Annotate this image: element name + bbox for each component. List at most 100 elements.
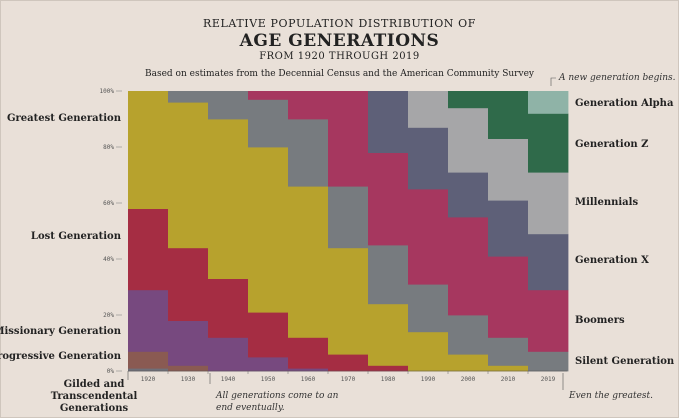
chart-bands xyxy=(128,91,569,372)
band-missionary-generation-1920 xyxy=(128,289,169,352)
label-lost-generation: Lost Generation xyxy=(31,231,122,242)
x-tick-2010: 2010 xyxy=(501,376,516,383)
new-generation-leader xyxy=(550,77,556,86)
band-generation-x-2019 xyxy=(528,233,569,291)
label-generation-z: Generation Z xyxy=(575,139,648,150)
band-lost-generation-1960 xyxy=(288,337,329,369)
band-boomers-1990 xyxy=(408,189,449,285)
label-boomers: Boomers xyxy=(575,315,625,326)
x-tick-1930: 1930 xyxy=(181,376,196,383)
band-silent-generation-1970 xyxy=(328,186,369,249)
band-gilded-and-transcendental-generations-1920 xyxy=(128,368,169,372)
band-greatest-generation-2000 xyxy=(448,354,489,372)
band-boomers-2019 xyxy=(528,289,569,352)
band-progressive-generation-1920 xyxy=(128,351,169,369)
band-millennials-1990 xyxy=(408,91,449,128)
label-missionary-generation: Missionary Generation xyxy=(0,326,122,337)
x-tick-1970: 1970 xyxy=(341,376,356,383)
band-generation-x-2010 xyxy=(488,200,529,257)
band-boomers-1970 xyxy=(328,91,369,187)
band-progressive-generation-1930 xyxy=(168,365,209,372)
y-tick-40pct: 40% xyxy=(103,256,114,263)
band-generation-x-1980 xyxy=(368,91,409,153)
label-millennials: Millennials xyxy=(575,197,638,208)
band-silent-generation-1940 xyxy=(208,91,249,120)
band-generation-z-2010 xyxy=(488,91,529,139)
band-greatest-generation-2010 xyxy=(488,365,529,372)
label-progressive-generation: Progressive Generation xyxy=(0,351,122,362)
annotation-new-generation: A new generation begins. xyxy=(558,73,676,83)
label-generation-alpha: Generation Alpha xyxy=(575,98,674,109)
annotation-even-greatest: Even the greatest. xyxy=(568,391,653,401)
label-generation-x: Generation X xyxy=(575,255,649,266)
label-gilded-line-3: Generations xyxy=(60,403,129,414)
band-boomers-1960 xyxy=(288,91,329,120)
band-missionary-generation-1960 xyxy=(288,368,329,372)
band-missionary-generation-1930 xyxy=(168,320,209,366)
source-note: Based on estimates from the Decennial Ce… xyxy=(145,69,534,79)
band-lost-generation-1940 xyxy=(208,278,249,338)
annotations: A new generation begins. All generations… xyxy=(209,73,676,413)
band-greatest-generation-1960 xyxy=(288,186,329,338)
band-missionary-generation-1940 xyxy=(208,337,249,372)
band-lost-generation-1930 xyxy=(168,247,209,321)
band-boomers-1950 xyxy=(248,91,289,100)
band-silent-generation-2010 xyxy=(488,337,529,366)
label-gilded-line-1: Gilded and xyxy=(64,379,125,390)
y-tick-labels: 0% 20% 40% 60% 80% 100% xyxy=(100,88,122,375)
band-millennials-2019 xyxy=(528,172,569,235)
band-silent-generation-1980 xyxy=(368,245,409,305)
band-generation-z-2000 xyxy=(448,91,489,109)
band-lost-generation-1950 xyxy=(248,312,289,358)
band-greatest-generation-1920 xyxy=(128,91,169,209)
label-gilded-line-2: Transcendental xyxy=(51,391,138,402)
label-greatest-generation: Greatest Generation xyxy=(7,113,122,124)
band-boomers-1980 xyxy=(368,152,409,246)
band-greatest-generation-1940 xyxy=(208,119,249,279)
band-millennials-2010 xyxy=(488,138,529,201)
x-tick-2000: 2000 xyxy=(461,376,476,383)
chart-subtitle: FROM 1920 THROUGH 2019 xyxy=(259,51,420,62)
x-tick-1980: 1980 xyxy=(381,376,396,383)
band-boomers-2000 xyxy=(448,217,489,316)
band-silent-generation-2000 xyxy=(448,315,489,355)
band-silent-generation-2019 xyxy=(528,351,569,372)
x-tick-1950: 1950 xyxy=(261,376,276,383)
y-tick-80pct: 80% xyxy=(103,144,114,151)
chart-supertitle: RELATIVE POPULATION DISTRIBUTION OF xyxy=(203,17,476,30)
band-greatest-generation-1930 xyxy=(168,102,209,249)
y-tick-60pct: 60% xyxy=(103,200,114,207)
band-missionary-generation-1950 xyxy=(248,357,289,372)
band-silent-generation-1950 xyxy=(248,99,289,148)
band-greatest-generation-1950 xyxy=(248,147,289,313)
x-tick-1960: 1960 xyxy=(301,376,316,383)
left-generation-labels: Greatest Generation Lost Generation Miss… xyxy=(0,113,138,414)
band-greatest-generation-1970 xyxy=(328,247,369,355)
band-generation-z-2019 xyxy=(528,113,569,173)
x-tick-1990: 1990 xyxy=(421,376,436,383)
band-greatest-generation-1980 xyxy=(368,303,409,366)
band-generation-alpha-2019 xyxy=(528,91,569,114)
x-tick-1940: 1940 xyxy=(221,376,236,383)
band-generation-x-1990 xyxy=(408,127,449,190)
band-millennials-2000 xyxy=(448,107,489,173)
x-tick-labels: 1920 1930 1940 1950 1960 1970 1980 1990 2000 2010… xyxy=(141,371,556,383)
x-tick-1920: 1920 xyxy=(141,376,156,383)
band-silent-generation-1960 xyxy=(288,119,329,187)
x-tick-2019: 2019 xyxy=(541,376,556,383)
chart-axes: 1920 1930 1940 1950 1960 1970 1980 1990 2000 2010… xyxy=(100,88,567,383)
band-boomers-2010 xyxy=(488,256,529,338)
label-silent-generation: Silent Generation xyxy=(575,356,675,367)
annotation-all-end-line-2: end eventually. xyxy=(216,403,285,413)
annotation-all-end-line-1: All generations come to an xyxy=(215,391,339,401)
band-lost-generation-1970 xyxy=(328,354,369,372)
y-tick-100pct: 100% xyxy=(100,88,115,95)
band-generation-x-2000 xyxy=(448,172,489,218)
band-lost-generation-1920 xyxy=(128,208,169,291)
band-silent-generation-1990 xyxy=(408,284,449,333)
y-tick-0pct: 0% xyxy=(107,368,115,375)
right-generation-labels: Generation Alpha Generation Z Millennial… xyxy=(575,98,675,367)
band-silent-generation-1930 xyxy=(168,91,209,103)
y-tick-20pct: 20% xyxy=(103,312,114,319)
